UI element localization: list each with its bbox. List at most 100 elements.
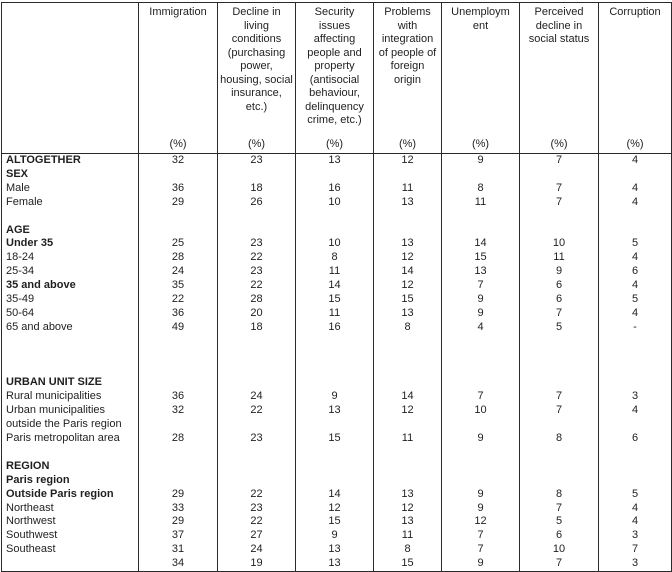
row-label: Rural municipalities <box>6 390 102 403</box>
value-cell: 14 <box>373 390 442 405</box>
value-cell <box>138 334 218 349</box>
value-cell <box>441 334 520 349</box>
value-cell: 7 <box>441 543 520 558</box>
value-cell: 27 <box>217 529 296 544</box>
value-cell: 12 <box>295 501 374 516</box>
value-cell: 13 <box>373 195 442 210</box>
value-cell: 31 <box>138 543 218 558</box>
value-cell: 23 <box>217 432 296 446</box>
row-label: SEX <box>6 167 29 180</box>
table-row: Paris region <box>2 473 672 488</box>
value-cell: 9 <box>441 432 520 446</box>
corner-cell <box>1 2 139 154</box>
row-label: Outside Paris region <box>6 487 114 500</box>
value-cell <box>598 223 672 238</box>
table-row: 35 and above 35 22 14 12 7 6 4 <box>2 279 672 294</box>
value-cell: 10 <box>441 404 520 433</box>
value-cell: 10 <box>519 543 599 558</box>
row-label <box>2 446 139 460</box>
table-row: Under 35 25 23 10 13 14 10 5 <box>2 237 672 252</box>
value-cell: 8 <box>441 181 520 196</box>
row-label <box>2 349 139 363</box>
row-label: Female <box>6 195 43 208</box>
value-cell <box>519 362 599 377</box>
value-cell <box>138 362 218 377</box>
column-header-living-conditions: Decline in living conditions (purchasing… <box>217 2 296 154</box>
value-cell: 23 <box>217 265 296 280</box>
value-cell <box>373 473 442 488</box>
value-cell: 10 <box>519 237 599 252</box>
column-unit: (%) <box>169 138 187 150</box>
value-cell: 7 <box>441 279 520 294</box>
table-row: 18-24 28 22 8 12 15 11 4 <box>2 251 672 266</box>
column-unit: (%) <box>626 138 644 150</box>
value-cell <box>598 167 672 182</box>
value-cell: 22 <box>217 279 296 294</box>
value-cell <box>441 348 520 363</box>
value-cell: 11 <box>373 529 442 544</box>
value-cell: 4 <box>598 153 672 168</box>
value-cell: 8 <box>519 487 599 502</box>
value-cell <box>519 473 599 488</box>
value-cell <box>441 362 520 377</box>
value-cell <box>519 167 599 182</box>
value-cell <box>295 223 374 238</box>
value-cell: 4 <box>598 251 672 266</box>
value-cell <box>373 362 442 377</box>
value-cell: 15 <box>373 293 442 307</box>
value-cell <box>373 167 442 182</box>
row-label: Southwest <box>6 529 58 542</box>
value-cell: 7 <box>519 195 599 210</box>
value-cell: 7 <box>519 404 599 433</box>
value-cell: 34 <box>138 557 218 572</box>
value-cell <box>598 459 672 474</box>
value-cell <box>138 348 218 363</box>
row-label <box>2 557 139 571</box>
value-cell: 35 <box>138 279 218 294</box>
value-cell <box>441 473 520 488</box>
table-row: 65 and above 49 18 16 8 4 5- <box>2 320 672 335</box>
value-cell <box>295 362 374 377</box>
column-unit: (%) <box>471 138 490 150</box>
value-cell <box>217 445 296 460</box>
table-row: 35-49 22 28 15 15 9 6 5 <box>2 293 672 307</box>
row-label: Male <box>6 181 30 194</box>
table-row <box>2 348 672 363</box>
value-cell <box>138 459 218 474</box>
table-row: Rural municipalities 36 24 9 14 7 7 3 <box>2 390 672 405</box>
row-label: REGION <box>6 459 50 472</box>
value-cell: 9 <box>441 153 520 168</box>
value-cell: - <box>598 320 672 335</box>
value-cell: 4 <box>598 501 672 516</box>
value-cell: 7 <box>519 181 599 196</box>
table-row <box>2 362 672 377</box>
value-cell: 3 <box>598 557 672 572</box>
column-title: Decline in living conditions (purchasing… <box>220 6 293 113</box>
value-cell: 5 <box>598 293 672 307</box>
table-row: REGION <box>2 459 672 474</box>
value-cell: 13 <box>295 404 374 433</box>
value-cell <box>598 473 672 488</box>
value-cell: 12 <box>373 404 442 433</box>
row-label: Northeast <box>6 501 54 514</box>
value-cell: 4 <box>598 181 672 196</box>
value-cell: 10 <box>295 195 374 210</box>
column-header-unemployment: Unemployment (%) <box>441 2 520 154</box>
value-cell: 23 <box>217 237 296 252</box>
value-cell: 15 <box>441 251 520 266</box>
value-cell: 28 <box>138 251 218 266</box>
column-unit: (%) <box>247 138 266 150</box>
table-row <box>2 334 672 349</box>
value-cell <box>138 376 218 391</box>
value-cell: 7 <box>519 501 599 516</box>
value-cell: 24 <box>217 543 296 558</box>
value-cell: 12 <box>373 251 442 266</box>
value-cell: 7 <box>441 390 520 405</box>
value-cell: 26 <box>217 195 296 210</box>
value-cell: 14 <box>373 265 442 280</box>
value-cell <box>295 473 374 488</box>
value-cell <box>598 209 672 224</box>
value-cell: 36 <box>138 390 218 405</box>
value-cell: 3 <box>598 529 672 544</box>
